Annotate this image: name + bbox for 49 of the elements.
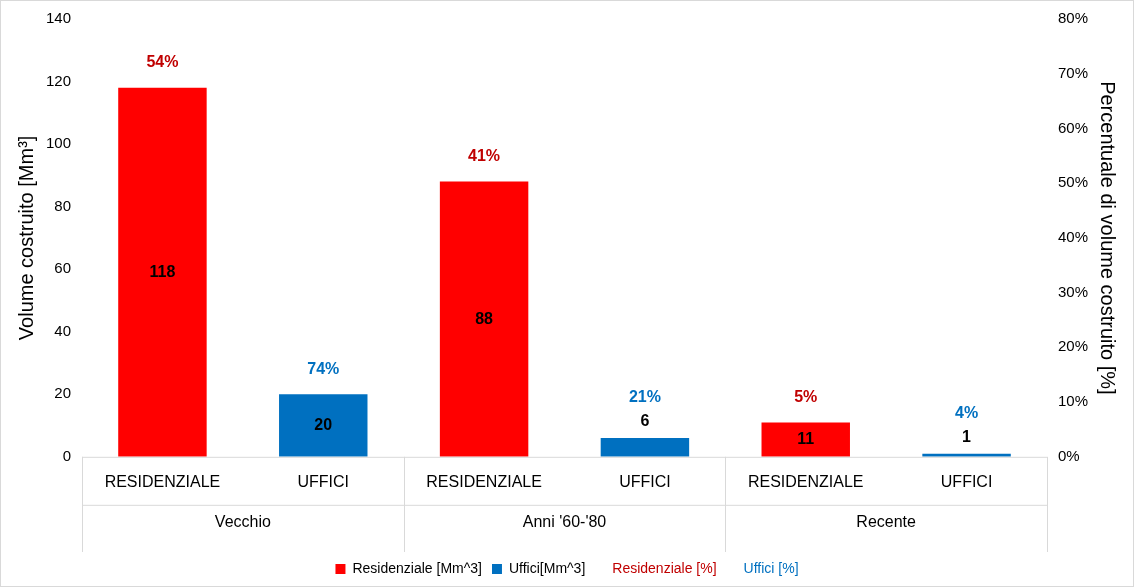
bar — [439, 181, 529, 457]
annotation: 5% — [794, 387, 818, 405]
data-label: 20 — [314, 415, 333, 433]
legend-label: Residenziale [Mm^3] — [352, 559, 482, 576]
text: Recente — [856, 513, 917, 531]
annotation: 41% — [468, 147, 501, 165]
annotation: 4% — [955, 404, 979, 422]
text: Anni '60-'80 — [522, 513, 607, 531]
y2-tick-label: 40% — [1057, 228, 1089, 246]
y-tick-label: 0 — [62, 446, 72, 464]
y-tick-label: 80 — [54, 196, 72, 214]
data-label: 11 — [797, 430, 815, 448]
y2-tick-label: 80% — [1057, 9, 1089, 27]
text: Uffici [%] — [743, 559, 799, 576]
x-tick-label: UFFICI — [940, 472, 993, 490]
bar — [600, 438, 690, 457]
data-label: 88 — [475, 309, 494, 327]
annotation: 54% — [146, 53, 179, 71]
y-tick-label: 40 — [54, 321, 72, 339]
data-label: 118 — [149, 262, 176, 280]
y2-tick-label: 30% — [1057, 282, 1089, 300]
legend-label: Uffici[Mm^3] — [508, 559, 586, 576]
x-tick-label: RESIDENZIALE — [747, 472, 864, 490]
bar — [279, 394, 368, 457]
y-tick-label: 60 — [54, 259, 72, 277]
x-tick-label: RESIDENZIALE — [104, 472, 221, 490]
y-tick-label: 100 — [46, 134, 72, 152]
data-label: 6 — [640, 412, 650, 430]
y2-tick-label: 60% — [1057, 118, 1089, 136]
y2-tick-label: 50% — [1057, 173, 1089, 191]
y-axis-title: Volume costruito [Mm³] — [14, 135, 37, 341]
data-label: 1 — [962, 428, 972, 446]
y-tick-label: 120 — [46, 71, 72, 89]
bar — [761, 422, 850, 457]
x-tick-label: UFFICI — [297, 472, 350, 490]
x-tick-label: UFFICI — [619, 472, 671, 490]
y-tick-label: 140 — [46, 9, 72, 27]
x-tick-label: RESIDENZIALE — [426, 472, 542, 490]
y2-tick-label: 20% — [1057, 337, 1089, 355]
y2-tick-label: 0% — [1057, 446, 1080, 464]
y2-tick-label: 70% — [1057, 63, 1089, 81]
annotation: 74% — [307, 359, 340, 377]
bar — [118, 87, 207, 457]
text: Vecchio — [214, 513, 271, 531]
text: Residenziale [%] — [612, 559, 717, 576]
annotation: 21% — [628, 388, 661, 406]
y2-axis-title: Percentuale di volume costruito [%] — [1097, 81, 1120, 395]
y2-tick-label: 10% — [1057, 392, 1089, 410]
y-tick-label: 20 — [54, 384, 72, 402]
